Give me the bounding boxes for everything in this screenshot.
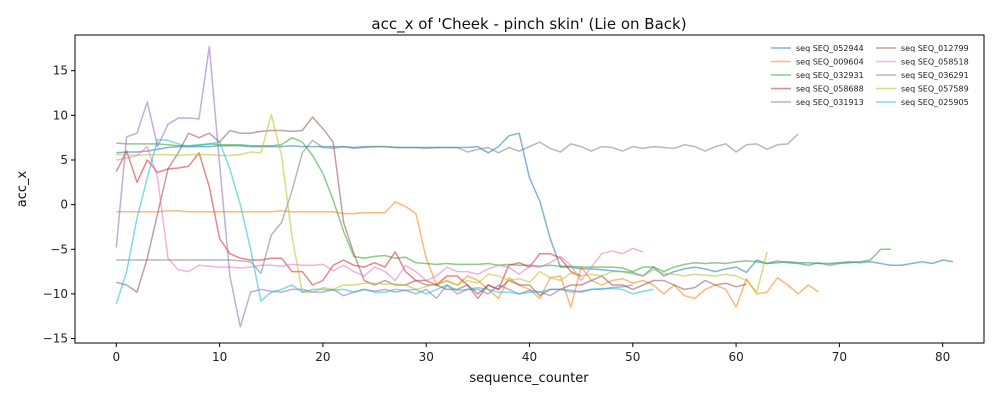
- legend-entry-label: seq SEQ_009604: [796, 58, 864, 67]
- series-line-9: [116, 113, 768, 293]
- series-line-8: [116, 133, 799, 275]
- y-tick-label: 10: [53, 108, 68, 122]
- y-tick-label: −15: [43, 332, 68, 346]
- x-tick-label: 50: [625, 350, 640, 364]
- x-tick-label: 80: [935, 350, 950, 364]
- legend-entry-label: seq SEQ_058518: [901, 58, 969, 67]
- legend-entry-label: seq SEQ_025905: [901, 98, 969, 107]
- x-tick-label: 40: [522, 350, 537, 364]
- chart-title: acc_x of 'Cheek - pinch skin' (Lie on Ba…: [371, 15, 686, 34]
- y-tick-label: −5: [50, 242, 68, 256]
- legend-entry-label: seq SEQ_052944: [796, 44, 864, 53]
- legend-entry-label: seq SEQ_057589: [901, 85, 969, 94]
- x-axis-ticks: 0 10 20 30 40 50 60 70 80: [112, 343, 950, 364]
- legend-entry-label: seq SEQ_032931: [796, 71, 864, 80]
- legend-entry-label: seq SEQ_036291: [901, 71, 969, 80]
- legend-entry-label: seq SEQ_031913: [796, 98, 864, 107]
- x-tick-label: 30: [419, 350, 434, 364]
- series-line-5: [115, 45, 633, 328]
- x-tick-label: 0: [112, 350, 120, 364]
- series-line-3: [116, 136, 891, 273]
- x-tick-label: 20: [315, 350, 330, 364]
- x-tick-label: 70: [832, 350, 847, 364]
- legend-entry-label: seq SEQ_058688: [796, 85, 864, 94]
- x-tick-label: 60: [728, 350, 743, 364]
- series-line-2: [116, 201, 820, 309]
- y-tick-label: 5: [60, 153, 68, 167]
- series-line-7: [116, 145, 644, 282]
- y-tick-label: −10: [43, 287, 68, 301]
- series-line-10: [115, 138, 654, 304]
- x-axis-label: sequence_counter: [469, 371, 589, 386]
- y-axis-ticks: −15 −10 −5 0 5 10 15: [43, 64, 75, 346]
- series-line-1: [116, 132, 954, 277]
- x-tick-label: 10: [212, 350, 227, 364]
- legend-entry-label: seq SEQ_012799: [901, 44, 969, 53]
- y-axis-label: acc_x: [15, 170, 30, 207]
- series-line-4: [115, 150, 582, 295]
- plot-lines: [115, 45, 954, 328]
- y-tick-label: 0: [60, 198, 68, 212]
- plot-frame: [74, 34, 985, 344]
- y-tick-label: 15: [53, 64, 68, 78]
